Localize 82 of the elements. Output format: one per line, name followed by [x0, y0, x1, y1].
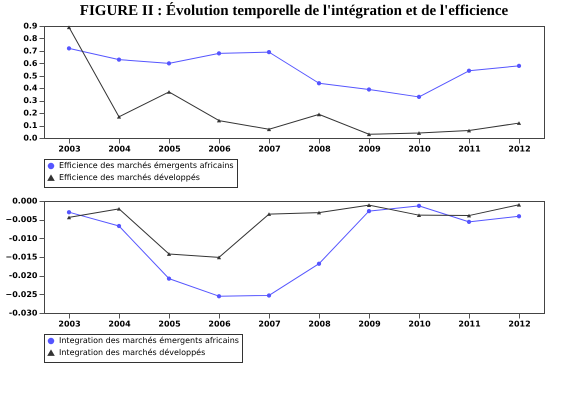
point	[366, 87, 372, 92]
point	[466, 220, 472, 224]
point	[466, 128, 472, 132]
point	[466, 214, 472, 218]
x-tick-label: 2008	[308, 144, 332, 154]
y-tick-label: 0.5	[23, 71, 38, 80]
point	[266, 50, 272, 54]
x-tick-label: 2009	[358, 320, 382, 328]
x-tick-label: 2007	[258, 320, 281, 328]
point	[216, 51, 222, 56]
point	[66, 25, 72, 30]
point	[516, 64, 522, 68]
chart-title: FIGURE II : Évolution temporelle de l'intégration et de l'efficience	[80, 2, 509, 19]
legend-label: Efficience des marchés émergents africains	[59, 161, 234, 170]
x-tick-label: 2012	[508, 144, 531, 154]
point	[266, 293, 272, 298]
x-tick-label: 2008	[308, 320, 332, 328]
x-tick-label: 2005	[158, 144, 182, 154]
legend-label: Integration des marchés développés	[59, 348, 206, 357]
point	[66, 210, 72, 214]
point	[416, 204, 422, 208]
x-tick-label: 2004	[108, 320, 132, 328]
x-tick-label: 2005	[158, 320, 182, 328]
point	[116, 115, 122, 119]
point	[266, 127, 272, 132]
y-tick-label: 0.4	[23, 84, 38, 93]
point	[316, 81, 322, 86]
point	[366, 203, 372, 207]
y-tick-label: -0.030	[8, 308, 38, 318]
x-tick-label: 2006	[208, 320, 232, 328]
point	[316, 112, 322, 116]
legend-label: Integration des marchés émergents africains	[59, 336, 239, 345]
y-tick-label: 0.000	[12, 196, 38, 206]
point	[366, 132, 372, 136]
point	[66, 46, 72, 51]
point	[166, 276, 172, 281]
x-tick-label: 2007	[258, 144, 281, 154]
point	[66, 216, 72, 220]
x-tick-label: 2009	[358, 144, 382, 154]
y-tick-label: −0.025	[5, 290, 38, 299]
y-tick-label: 0.1	[23, 121, 38, 130]
point	[516, 202, 522, 207]
y-tick-label: −0.015	[5, 252, 38, 262]
y-tick-label: 0.3	[23, 96, 38, 106]
point	[166, 90, 172, 94]
x-tick-label: 2010	[408, 320, 432, 328]
point	[216, 256, 222, 260]
point	[466, 68, 472, 73]
point	[216, 118, 222, 122]
y-tick-label: 0.7	[23, 46, 38, 56]
y-tick-label: 0.8	[23, 34, 38, 43]
x-tick-label: 2004	[108, 144, 132, 154]
point	[366, 208, 372, 214]
y-tick-label: 0.0	[23, 134, 38, 142]
y-tick-label: 0.2	[23, 108, 38, 118]
x-tick-label: 2012	[508, 320, 531, 328]
legend-label: Efficience des marchés développés	[59, 173, 200, 182]
y-tick-label: 0.9	[23, 22, 38, 30]
x-tick-label: 2010	[408, 144, 432, 154]
point	[166, 61, 172, 66]
y-tick-label: -0.020	[8, 271, 38, 280]
point	[266, 212, 272, 216]
point	[416, 94, 422, 100]
x-tick-label: 2011	[458, 320, 482, 328]
y-tick-label: −0.005	[5, 215, 38, 224]
x-tick-label: 2003	[58, 320, 81, 328]
point	[316, 210, 322, 214]
point	[166, 252, 172, 256]
y-tick-label: 0.6	[23, 58, 38, 68]
point	[516, 121, 522, 125]
x-tick-label: 2006	[208, 144, 232, 154]
x-tick-label: 2003	[58, 144, 81, 154]
x-tick-label: 2011	[458, 144, 482, 154]
point	[516, 214, 522, 218]
point	[116, 57, 122, 62]
point	[416, 131, 422, 135]
point	[116, 224, 122, 228]
point	[316, 262, 322, 266]
point	[216, 294, 222, 298]
y-tick-label: -0.010	[8, 234, 38, 243]
point	[416, 213, 422, 218]
point	[116, 207, 122, 211]
